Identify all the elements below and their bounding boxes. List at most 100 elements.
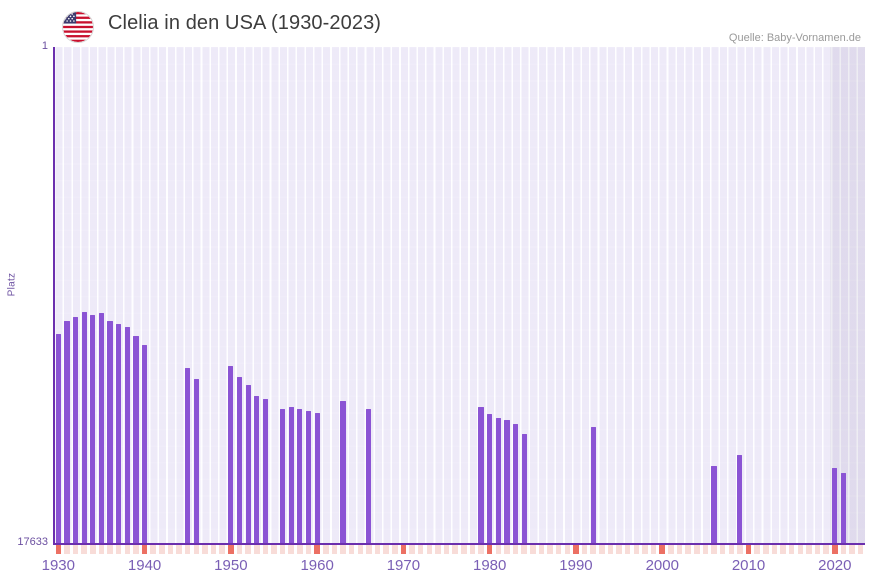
x-tick-major [745,545,752,554]
x-tick-minor [305,545,312,554]
y-axis-line [53,47,55,545]
bar [90,315,96,545]
x-tick-major [141,545,148,554]
x-tick-major [659,545,665,554]
x-tick-minor [581,545,588,554]
x-tick-minor [115,545,122,554]
bar [737,455,743,545]
x-tick-minor [607,545,614,554]
bar [236,377,243,545]
x-tick-minor [814,545,821,554]
x-axis-tick-label: 1950 [214,557,248,574]
x-axis-line [54,543,865,545]
x-tick-minor [633,545,640,554]
x-tick-minor [788,545,795,554]
x-tick-minor [469,545,476,554]
bar [142,344,148,545]
x-tick-minor [452,545,458,554]
x-tick-minor [624,545,631,554]
bar [245,384,251,545]
bar [262,398,268,545]
x-tick-minor [202,545,208,554]
bar [185,367,191,545]
x-tick-minor [823,545,829,554]
x-tick-minor [555,545,562,554]
x-axis-tick-label: 1940 [127,557,162,574]
bar [487,414,493,545]
x-tick-major [314,545,320,554]
x-tick-minor [72,545,79,554]
x-axis-tick-label: 2020 [818,557,852,574]
x-tick-minor [495,545,502,554]
x-tick-minor [81,545,87,554]
x-axis-tick-label: 1980 [473,557,507,574]
y-axis-title: Platz [6,272,18,297]
x-tick-major [573,545,579,554]
source-label: Quelle: Baby-Vornamen.de [728,32,861,44]
x-tick-major [832,545,838,554]
page-title: Clelia in den USA (1930-2023) [108,12,382,34]
bar [64,320,70,545]
bar [832,467,838,545]
x-tick-minor [167,545,174,554]
x-tick-major [400,545,407,554]
bar [133,336,139,545]
bar [107,320,113,545]
x-tick-minor [512,545,519,554]
x-tick-minor [650,545,657,554]
x-tick-minor [150,545,156,554]
bar [711,466,717,545]
x-tick-minor [668,545,674,554]
x-tick-minor [288,545,294,554]
x-tick-minor [323,545,329,554]
x-tick-minor [366,545,372,554]
chart-header: Clelia in den USA (1930-2023) Quelle: Ba… [0,4,873,44]
x-tick-minor [426,545,433,554]
x-tick-minor [417,545,424,554]
x-tick-minor [806,545,812,554]
x-tick-minor [504,545,510,554]
x-tick-minor [849,545,855,554]
bar [297,408,303,545]
x-axis-tick-label: 2000 [645,557,679,574]
bar-series [54,47,865,545]
bar [366,408,372,545]
bar [340,401,346,545]
plot-area [54,47,865,545]
x-axis-tick-strip [54,545,865,554]
bar [116,323,122,545]
bar [81,312,87,545]
x-tick-minor [124,545,131,554]
x-tick-minor [253,545,260,554]
x-tick-minor [857,545,864,554]
x-tick-minor [245,545,251,554]
x-tick-minor [616,545,622,554]
bar [193,378,199,545]
x-tick-minor [297,545,303,554]
x-tick-major [55,545,62,554]
x-tick-minor [711,545,717,554]
x-tick-minor [409,545,415,554]
x-tick-minor [642,545,648,554]
x-tick-minor [98,545,105,554]
x-tick-minor [461,545,467,554]
x-tick-minor [693,545,700,554]
x-tick-minor [392,545,398,554]
bar [288,407,294,545]
x-tick-minor [530,545,536,554]
x-tick-minor [754,545,760,554]
bar [512,424,519,545]
x-tick-minor [279,545,286,554]
bar [590,426,596,545]
x-tick-minor [236,545,243,554]
x-tick-minor [176,545,182,554]
bar [124,326,130,545]
x-tick-minor [478,545,484,554]
bar [72,316,79,545]
us-flag-icon [62,11,94,43]
bar [228,366,234,545]
x-axis-tick-label: 1960 [300,557,334,574]
x-axis-tick-label: 1970 [386,557,421,574]
x-tick-minor [133,545,139,554]
